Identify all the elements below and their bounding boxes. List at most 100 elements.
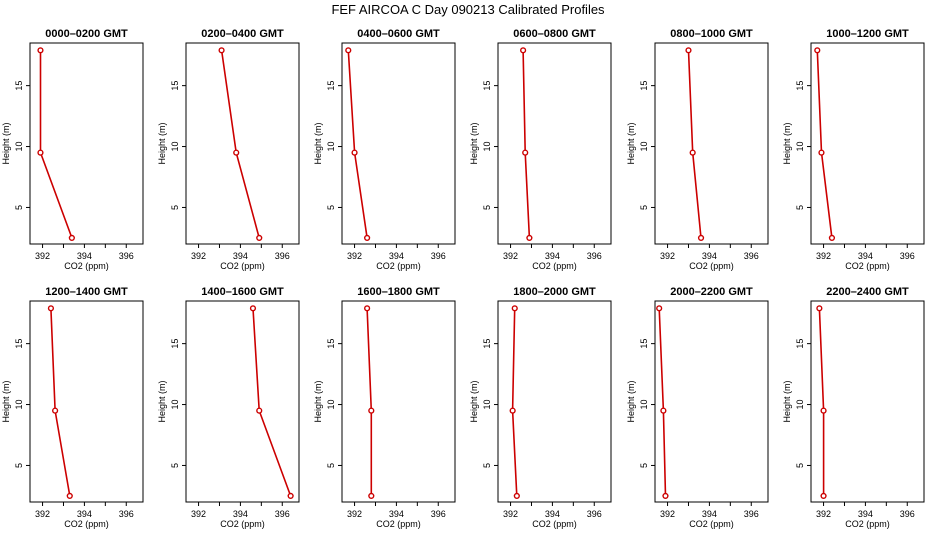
data-point bbox=[697, 234, 705, 242]
profile-line bbox=[50, 308, 71, 497]
x-tick-label: 396 bbox=[431, 509, 446, 519]
x-tick-label: 396 bbox=[119, 251, 134, 261]
x-tick-label: 394 bbox=[858, 251, 873, 261]
chart-title: 2000–2200 GMT bbox=[670, 286, 753, 298]
y-tick-label: 15 bbox=[795, 339, 805, 349]
y-axis-label: Height (m) bbox=[313, 380, 323, 422]
data-point bbox=[364, 234, 371, 242]
x-tick-label: 396 bbox=[587, 251, 602, 261]
x-axis-label: CO2 (ppm) bbox=[689, 519, 734, 529]
y-axis-label: Height (m) bbox=[626, 122, 636, 164]
y-axis-label: Height (m) bbox=[782, 122, 792, 164]
y-tick-label: 5 bbox=[795, 463, 805, 468]
x-tick-label: 392 bbox=[816, 509, 831, 519]
profile-line bbox=[220, 50, 260, 239]
chart-title: 0200–0400 GMT bbox=[201, 28, 284, 40]
chart-panel: 1200–1400 GMT 392 394 396 CO2 (ppm) 5 10 15 Heig… bbox=[1, 286, 144, 529]
y-tick-label: 15 bbox=[639, 81, 649, 91]
y-tick-label: 5 bbox=[639, 463, 649, 468]
plot-frame bbox=[29, 42, 144, 245]
x-tick-label: 396 bbox=[431, 251, 446, 261]
profile-line bbox=[252, 308, 292, 497]
y-tick-label: 5 bbox=[482, 205, 492, 210]
data-point bbox=[37, 47, 44, 54]
y-tick-label: 5 bbox=[14, 463, 24, 468]
y-axis-label: Height (m) bbox=[469, 380, 479, 422]
x-tick-label: 396 bbox=[744, 509, 759, 519]
chart-panel: 1800–2000 GMT 392 394 396 CO2 (ppm) 5 10 15 Heig… bbox=[469, 286, 612, 529]
y-tick-label: 10 bbox=[170, 400, 180, 410]
y-tick-label: 5 bbox=[482, 463, 492, 468]
x-tick-label: 392 bbox=[191, 251, 206, 261]
y-axis-label: Height (m) bbox=[157, 122, 167, 164]
x-tick-label: 394 bbox=[389, 251, 404, 261]
data-point bbox=[526, 234, 533, 242]
plot-frame bbox=[497, 300, 612, 503]
x-tick-label: 394 bbox=[389, 509, 404, 519]
y-axis-label: Height (m) bbox=[1, 122, 11, 164]
x-tick-label: 392 bbox=[503, 251, 518, 261]
x-axis-label: CO2 (ppm) bbox=[220, 519, 265, 529]
x-axis-label: CO2 (ppm) bbox=[845, 261, 890, 271]
plot-frame bbox=[341, 42, 456, 245]
y-axis-label: Height (m) bbox=[313, 122, 323, 164]
profile-line bbox=[816, 50, 833, 238]
x-tick-label: 394 bbox=[77, 251, 92, 261]
y-tick-label: 10 bbox=[795, 142, 805, 152]
profile-line bbox=[522, 50, 531, 238]
data-point bbox=[511, 305, 518, 312]
x-tick-label: 392 bbox=[35, 509, 50, 519]
data-point bbox=[685, 47, 692, 54]
y-tick-label: 10 bbox=[14, 400, 24, 410]
y-tick-label: 5 bbox=[326, 205, 336, 210]
chart-title: 0000–0200 GMT bbox=[45, 28, 128, 40]
chart-title: 0600–0800 GMT bbox=[513, 28, 596, 40]
y-tick-label: 15 bbox=[14, 339, 24, 349]
data-point bbox=[233, 149, 240, 156]
data-point bbox=[820, 492, 827, 500]
chart-title: 0800–1000 GMT bbox=[670, 28, 753, 40]
x-axis-label: CO2 (ppm) bbox=[220, 261, 265, 271]
chart-title: 1200–1400 GMT bbox=[45, 286, 128, 298]
y-tick-label: 15 bbox=[795, 81, 805, 91]
chart-title: 2200–2400 GMT bbox=[826, 286, 909, 298]
y-tick-label: 5 bbox=[326, 463, 336, 468]
data-point bbox=[368, 492, 375, 500]
x-tick-label: 394 bbox=[77, 509, 92, 519]
plot-frame bbox=[810, 300, 925, 503]
chart-title: 1400–1600 GMT bbox=[201, 286, 284, 298]
data-point bbox=[52, 407, 59, 414]
y-axis-label: Height (m) bbox=[469, 122, 479, 164]
data-point bbox=[689, 149, 696, 156]
y-tick-label: 10 bbox=[482, 400, 492, 410]
x-tick-label: 394 bbox=[233, 251, 248, 261]
x-axis-label: CO2 (ppm) bbox=[532, 519, 577, 529]
chart-panel: 1000–1200 GMT 392 394 396 CO2 (ppm) 5 10 15 Heig… bbox=[782, 28, 925, 271]
profile-line bbox=[366, 308, 373, 496]
y-axis-label: Height (m) bbox=[782, 380, 792, 422]
x-tick-label: 396 bbox=[744, 251, 759, 261]
chart-panel: 0800–1000 GMT 392 394 396 CO2 (ppm) 5 10 15 Heig… bbox=[626, 28, 769, 271]
x-axis-label: CO2 (ppm) bbox=[532, 261, 577, 271]
chart-panel: 0000–0200 GMT 392 394 396 CO2 (ppm) 5 10 15 Heig… bbox=[1, 28, 144, 271]
data-point bbox=[287, 492, 294, 500]
chart-panel: 1400–1600 GMT 392 394 396 CO2 (ppm) 5 10 15 Heig… bbox=[157, 286, 300, 529]
data-point bbox=[818, 149, 825, 156]
y-tick-label: 15 bbox=[482, 81, 492, 91]
chart-title: 1000–1200 GMT bbox=[826, 28, 909, 40]
x-axis-label: CO2 (ppm) bbox=[376, 519, 421, 529]
data-point bbox=[828, 234, 836, 242]
y-tick-label: 15 bbox=[639, 339, 649, 349]
y-tick-label: 5 bbox=[639, 205, 649, 210]
x-axis-label: CO2 (ppm) bbox=[845, 519, 890, 529]
x-tick-label: 392 bbox=[503, 509, 518, 519]
chart-panel: 2200–2400 GMT 392 394 396 CO2 (ppm) 5 10 15 Heig… bbox=[782, 286, 925, 529]
x-tick-label: 394 bbox=[545, 251, 560, 261]
x-tick-label: 392 bbox=[660, 509, 675, 519]
data-point bbox=[368, 407, 375, 414]
y-axis-label: Height (m) bbox=[626, 380, 636, 422]
profile-line bbox=[687, 50, 702, 238]
plot-frame bbox=[29, 300, 144, 503]
chart-panel: 0400–0600 GMT 392 394 396 CO2 (ppm) 5 10 15 Heig… bbox=[313, 28, 456, 271]
